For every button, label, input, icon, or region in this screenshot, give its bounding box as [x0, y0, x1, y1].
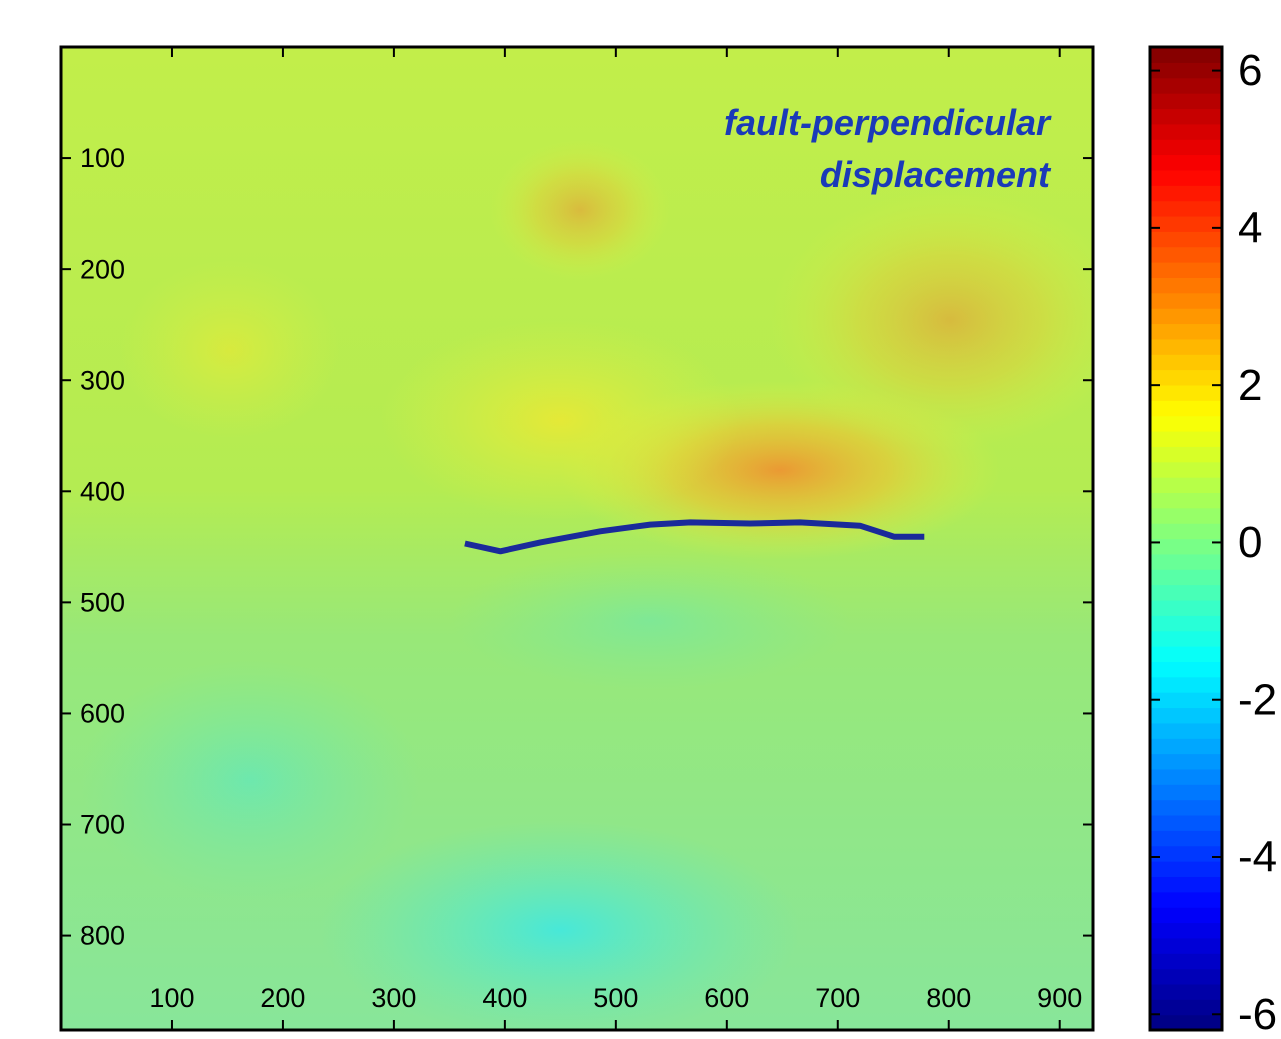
- colorbar-swatch: [1150, 707, 1222, 724]
- x-tick-label: 900: [1037, 983, 1082, 1013]
- colorbar-tick-label: -6: [1238, 990, 1277, 1039]
- colorbar-swatch: [1150, 477, 1222, 494]
- colorbar-swatch: [1150, 292, 1222, 309]
- colorbar-swatch: [1150, 876, 1222, 893]
- colorbar-tick-label: 4: [1238, 203, 1262, 252]
- colorbar-swatch: [1150, 523, 1222, 540]
- colorbar-swatch: [1150, 262, 1222, 278]
- colorbar-swatch: [1150, 784, 1222, 801]
- colorbar-swatch: [1150, 185, 1222, 202]
- colorbar-swatch: [1150, 123, 1222, 140]
- colorbar-tick-label: 2: [1238, 361, 1262, 410]
- displacement-field: [61, 47, 1093, 1030]
- colorbar-swatch: [1150, 845, 1222, 862]
- colorbar-swatch: [1150, 108, 1222, 125]
- colorbar-swatch: [1150, 799, 1222, 816]
- colorbar-frame: [1148, 45, 1224, 1032]
- x-tick-label: 300: [371, 983, 416, 1013]
- colorbar: [1150, 47, 1222, 1031]
- colorbar-tick-label: -2: [1238, 675, 1277, 724]
- colorbar-swatch: [1150, 384, 1222, 401]
- x-tick-label: 400: [482, 983, 527, 1013]
- colorbar-swatch: [1150, 646, 1222, 662]
- y-tick-label: 700: [80, 810, 125, 840]
- y-tick-label: 300: [80, 365, 125, 395]
- colorbar-tick-label: 0: [1238, 518, 1262, 567]
- x-tick-label: 500: [593, 983, 638, 1013]
- colorbar-swatch: [1150, 953, 1222, 970]
- colorbar-tick-label: 6: [1238, 46, 1262, 95]
- colorbar-swatch: [1150, 231, 1222, 248]
- y-tick-label: 100: [80, 143, 125, 173]
- colorbar-swatch: [1150, 62, 1222, 79]
- colorbar-swatch: [1150, 415, 1222, 432]
- colorbar-swatch: [1150, 277, 1222, 294]
- colorbar-swatch: [1150, 569, 1222, 586]
- colorbar-swatch: [1150, 400, 1222, 417]
- colorbar-swatch: [1150, 200, 1222, 217]
- colorbar-swatch: [1150, 215, 1222, 232]
- colorbar-swatch: [1150, 768, 1222, 785]
- colorbar-swatch: [1150, 861, 1222, 878]
- y-tick-label: 800: [80, 921, 125, 951]
- colorbar-swatch: [1150, 338, 1222, 355]
- y-tick-label: 400: [80, 476, 125, 506]
- colorbar-swatch: [1150, 1014, 1222, 1031]
- colorbar-swatch: [1150, 538, 1222, 555]
- colorbar-swatch: [1150, 661, 1222, 678]
- colorbar-swatch: [1150, 814, 1222, 831]
- colorbar-swatch: [1150, 507, 1222, 524]
- colorbar-swatch: [1150, 139, 1222, 156]
- colorbar-swatch: [1150, 968, 1222, 985]
- colorbar-swatch: [1150, 676, 1222, 693]
- y-tick-label: 600: [80, 699, 125, 729]
- y-tick-label: 200: [80, 254, 125, 284]
- colorbar-swatch: [1150, 722, 1222, 739]
- annotation: fault-perpendicular: [724, 102, 1052, 143]
- plot-frame: [59, 45, 1095, 1032]
- x-tick-label: 700: [815, 983, 860, 1013]
- colorbar-tick-label: -4: [1238, 833, 1277, 882]
- colorbar-swatch: [1150, 753, 1222, 770]
- x-tick-label: 200: [260, 983, 305, 1013]
- colorbar-swatch: [1150, 308, 1222, 325]
- colorbar-swatch: [1150, 446, 1222, 463]
- x-tick-label: 800: [926, 983, 971, 1013]
- colorbar-swatch: [1150, 584, 1222, 601]
- colorbar-swatch: [1150, 922, 1222, 939]
- fault-trace: [464, 519, 925, 555]
- colorbar-swatch: [1150, 599, 1222, 616]
- colorbar-swatch: [1150, 615, 1222, 632]
- colorbar-swatch: [1150, 323, 1222, 340]
- x-tick-label: 100: [149, 983, 194, 1013]
- colorbar-swatch: [1150, 999, 1222, 1016]
- colorbar-swatch: [1150, 630, 1222, 647]
- colorbar-swatch: [1150, 77, 1222, 94]
- annotation: displacement: [820, 154, 1052, 195]
- colorbar-swatch: [1150, 461, 1222, 478]
- colorbar-swatch: [1150, 354, 1222, 371]
- colorbar-swatch: [1150, 553, 1222, 570]
- colorbar-swatch: [1150, 937, 1222, 954]
- colorbar-swatch: [1150, 907, 1222, 924]
- colorbar-swatch: [1150, 169, 1222, 186]
- colorbar-swatch: [1150, 983, 1222, 1000]
- colorbar-swatch: [1150, 47, 1222, 63]
- colorbar-swatch: [1150, 430, 1222, 447]
- colorbar-swatch: [1150, 738, 1222, 755]
- colorbar-swatch: [1150, 492, 1222, 509]
- colorbar-swatch: [1150, 891, 1222, 908]
- colorbar-swatch: [1150, 369, 1222, 386]
- colorbar-swatch: [1150, 830, 1222, 847]
- colorbar-swatch: [1150, 154, 1222, 171]
- x-tick-label: 600: [704, 983, 749, 1013]
- y-tick-label: 500: [80, 587, 125, 617]
- colorbar-swatch: [1150, 93, 1222, 110]
- colorbar-swatch: [1150, 692, 1222, 709]
- colorbar-swatch: [1150, 246, 1222, 263]
